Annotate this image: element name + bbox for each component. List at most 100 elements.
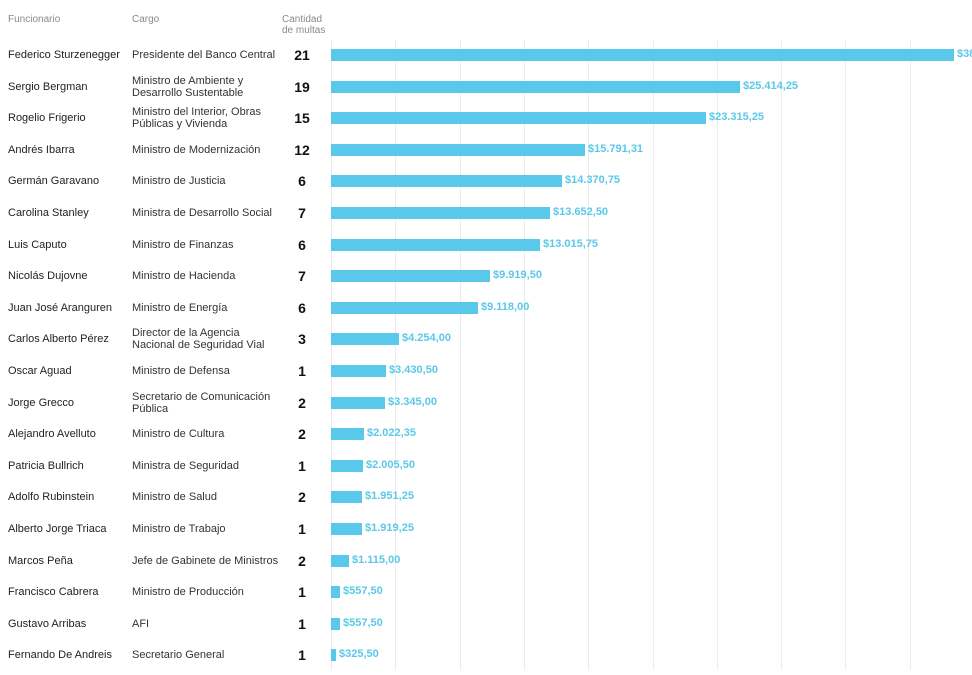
multas-count: 15	[294, 110, 310, 126]
table-row: Marcos Peña Jefe de Gabinete de Ministros…	[0, 546, 972, 577]
funcionario-name: Federico Sturzenegger	[8, 49, 120, 61]
table-row: Adolfo Rubinstein Ministro de Salud 2 $1.95…	[0, 482, 972, 513]
multas-count: 2	[298, 426, 306, 442]
bar-monto	[331, 112, 706, 124]
monto-label: $2.005,50	[366, 459, 415, 471]
table-row: Andrés Ibarra Ministro de Modernización 12…	[0, 135, 972, 166]
bar-monto	[331, 460, 363, 472]
table-row: Jorge Grecco Secretario de Comunicación P…	[0, 388, 972, 419]
cargo-label: Jefe de Gabinete de Ministros	[132, 555, 279, 567]
funcionario-name: Luis Caputo	[8, 239, 67, 251]
table-row: Federico Sturzenegger Presidente del Banc…	[0, 40, 972, 71]
cargo-label: Secretario General	[132, 649, 225, 661]
monto-label: $13.652,50	[553, 206, 609, 218]
bar-monto	[331, 81, 740, 93]
monto-label: $557,50	[343, 617, 383, 629]
funcionario-name: Adolfo Rubinstein	[8, 491, 95, 503]
multas-count: 7	[298, 268, 306, 284]
cargo-label: Ministro de Ambiente y Desarrollo Susten…	[132, 75, 244, 99]
cargo-label: Ministro de Trabajo	[132, 523, 226, 535]
multas-count: 19	[294, 79, 310, 95]
monto-label: $4.254,00	[402, 332, 451, 344]
multas-count: 6	[298, 173, 306, 189]
funcionario-name: Alberto Jorge Triaca	[8, 523, 107, 535]
gridline	[395, 40, 396, 670]
monto-label: $14.370,75	[565, 174, 621, 186]
cargo-label: Ministra de Desarrollo Social	[132, 207, 272, 219]
gridline	[845, 40, 846, 670]
table-row: Gustavo Arribas AFI 1 $557,50	[0, 609, 972, 640]
bar-monto	[331, 618, 340, 630]
funcionario-name: Carlos Alberto Pérez	[8, 333, 109, 345]
table-row: Alejandro Avelluto Ministro de Cultura 2 $2…	[0, 419, 972, 450]
multas-count: 2	[298, 489, 306, 505]
header-funcionario: Funcionario	[8, 14, 61, 25]
cargo-label: Ministra de Seguridad	[132, 460, 240, 472]
cargo-label: Director de la Agencia Nacional de Segur…	[132, 327, 265, 351]
funcionario-name: Sergio Bergman	[8, 81, 88, 93]
multas-count: 3	[298, 331, 306, 347]
funcionario-name: Patricia Bullrich	[8, 460, 84, 472]
monto-label: $2.022,35	[367, 427, 416, 439]
cargo-label: Ministro de Energía	[132, 302, 228, 314]
cargo-label: AFI	[132, 618, 150, 630]
bar-monto	[331, 49, 954, 61]
cargo-label: Ministro de Hacienda	[132, 270, 236, 282]
monto-label: $3.430,50	[389, 364, 438, 376]
table-row: Fernando De Andreis Secretario General 1 $3…	[0, 640, 972, 671]
funcionario-name: Rogelio Frigerio	[8, 112, 86, 124]
table-row: Carolina Stanley Ministra de Desarrollo S…	[0, 198, 972, 229]
cargo-label: Ministro de Finanzas	[132, 239, 234, 251]
multas-count: 1	[298, 521, 306, 537]
monto-label: $38.732,06	[957, 48, 972, 60]
funcionario-name: Francisco Cabrera	[8, 586, 99, 598]
multas-count: 1	[298, 647, 306, 663]
table-row: Oscar Aguad Ministro de Defensa 1 $3.430,50	[0, 356, 972, 387]
gridline	[331, 40, 332, 670]
bar-monto	[331, 586, 340, 598]
cargo-label: Ministro del Interior, Obras Públicas y …	[132, 106, 261, 130]
header-cantidad: Cantidad de multas	[282, 14, 325, 36]
table-row: Germán Garavano Ministro de Justicia 6 $14.…	[0, 166, 972, 197]
bar-monto	[331, 555, 349, 567]
table-row: Rogelio Frigerio Ministro del Interior, O…	[0, 103, 972, 134]
multas-count: 12	[294, 142, 310, 158]
monto-label: $23.315,25	[709, 111, 765, 123]
funcionario-name: Fernando De Andreis	[8, 649, 112, 661]
cargo-label: Secretario de Comunicación Pública	[132, 391, 271, 415]
monto-label: $557,50	[343, 585, 383, 597]
funcionario-name: Carolina Stanley	[8, 207, 89, 219]
cargo-label: Ministro de Salud	[132, 491, 217, 503]
table-row: Patricia Bullrich Ministra de Seguridad 1 $…	[0, 451, 972, 482]
funcionario-name: Gustavo Arribas	[8, 618, 87, 630]
bar-monto	[331, 365, 386, 377]
header-cargo: Cargo	[132, 14, 160, 25]
bar-monto	[331, 491, 362, 503]
funcionario-name: Marcos Peña	[8, 555, 73, 567]
multas-count: 7	[298, 205, 306, 221]
funcionario-name: Oscar Aguad	[8, 365, 72, 377]
gridline	[588, 40, 589, 670]
funcionario-name: Germán Garavano	[8, 175, 100, 187]
bar-monto	[331, 649, 336, 661]
funcionario-name: Alejandro Avelluto	[8, 428, 96, 440]
bar-monto	[331, 270, 490, 282]
monto-label: $3.345,00	[388, 396, 437, 408]
bar-monto	[331, 333, 399, 345]
cargo-label: Ministro de Justicia	[132, 175, 226, 187]
bar-monto	[331, 239, 540, 251]
bar-monto	[331, 144, 585, 156]
multas-count: 1	[298, 458, 306, 474]
funcionario-name: Jorge Grecco	[8, 397, 75, 409]
header-cantidad-line1: Cantidad	[282, 14, 323, 25]
multas-count: 2	[298, 553, 306, 569]
cargo-label: Presidente del Banco Central	[132, 49, 276, 61]
cargo-label: Ministro de Modernización	[132, 144, 261, 156]
multas-count: 1	[298, 616, 306, 632]
multas-count: 1	[298, 584, 306, 600]
cargo-label: Ministro de Cultura	[132, 428, 225, 440]
monto-label: $325,50	[339, 648, 379, 660]
monto-label: $9.919,50	[493, 269, 542, 281]
